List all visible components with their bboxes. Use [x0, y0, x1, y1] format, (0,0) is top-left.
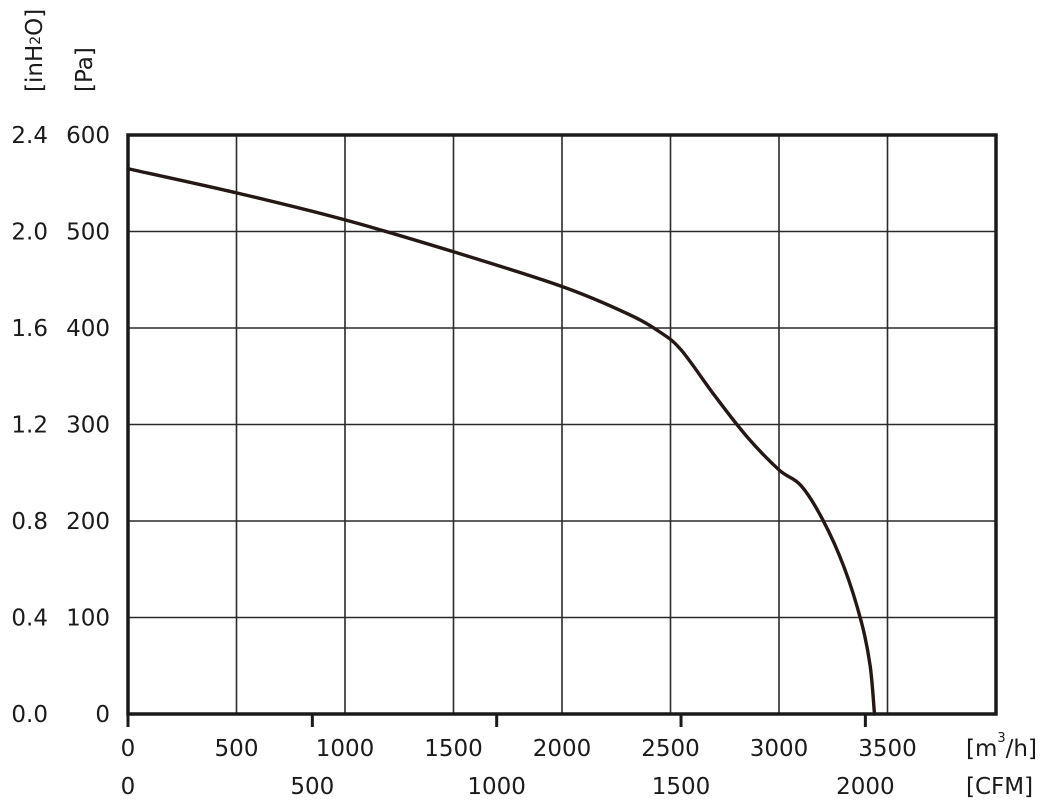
- grid-lines: [128, 135, 996, 714]
- x-unit-m3h-end: /h]: [1006, 736, 1037, 762]
- y-unit-inh2o-main: [inH: [22, 45, 48, 92]
- plot-frame: [126, 133, 998, 716]
- x-unit-cfm: [CFM]: [966, 774, 1033, 800]
- tick-labels: 0 100 200 300 400 500 600 0.0 0.4 0.8 1.2 1.6 2.0 2.4…: [11, 123, 916, 800]
- y-tick-label-pa: 300: [66, 413, 110, 439]
- x-tick-label-cfm: 2000: [836, 774, 895, 800]
- y-tick-label-inh2o: 2.4: [11, 123, 48, 149]
- x-tick-label-cfm: 500: [290, 774, 334, 800]
- x-tick-label-m3h: 500: [215, 736, 259, 762]
- x-tick-label-m3h: 2000: [533, 736, 592, 762]
- y-unit-inh2o: [inH2O]: [22, 9, 48, 92]
- y-tick-label-pa: 0: [95, 702, 110, 728]
- x-tick-label-m3h: 3500: [858, 736, 917, 762]
- x-tick-marks: [126, 714, 867, 727]
- y-tick-label-pa: 600: [66, 123, 110, 149]
- x-tick-label-m3h: 3000: [750, 736, 809, 762]
- curve-layer: [126, 167, 877, 716]
- x-tick-label-m3h: 2500: [641, 736, 700, 762]
- x-tick-label-cfm: 1500: [652, 774, 711, 800]
- y-tick-label-inh2o: 2.0: [11, 220, 48, 246]
- x-tick-label-m3h: 1500: [424, 736, 483, 762]
- y-unit-pa: [Pa]: [72, 47, 98, 92]
- x-unit-m3h-main: [m: [966, 736, 997, 762]
- x-tick-label-cfm: 0: [121, 774, 136, 800]
- y-tick-label-inh2o: 1.2: [11, 413, 48, 439]
- y-tick-label-pa: 100: [66, 606, 110, 632]
- y-unit-inh2o-sub: 2: [28, 36, 44, 45]
- x-unit-m3h: [m3/h]: [966, 731, 1037, 762]
- x-tick-label-m3h: 1000: [316, 736, 375, 762]
- x-unit-m3h-sup: 3: [997, 731, 1005, 746]
- pressure-flow-curve: [126, 167, 877, 716]
- y-unit-inh2o-end: O]: [22, 9, 48, 36]
- y-tick-label-pa: 200: [66, 509, 110, 535]
- y-tick-label-inh2o: 0.0: [11, 702, 48, 728]
- y-tick-label-pa: 400: [66, 316, 110, 342]
- y-tick-label-inh2o: 1.6: [11, 316, 48, 342]
- y-tick-label-inh2o: 0.4: [11, 606, 48, 632]
- y-tick-label-inh2o: 0.8: [11, 509, 48, 535]
- x-tick-label-cfm: 1000: [467, 774, 526, 800]
- y-tick-label-pa: 500: [66, 220, 110, 246]
- x-tick-label-m3h: 0: [121, 736, 136, 762]
